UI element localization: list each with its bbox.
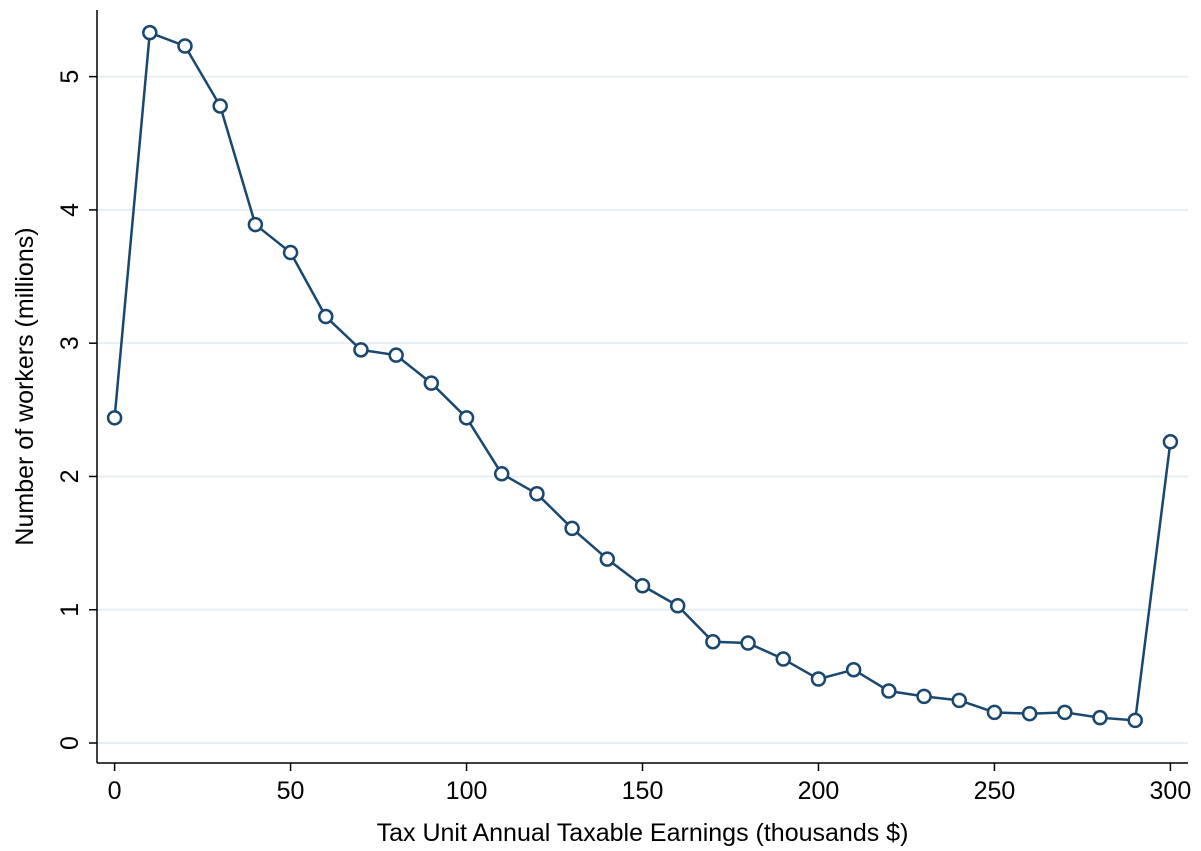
- data-point-marker: [106, 410, 123, 426]
- data-point-marker: [634, 577, 651, 594]
- data-point-marker: [529, 486, 545, 502]
- data-point-marker: [1092, 709, 1108, 726]
- x-tick-label: 200: [798, 777, 840, 805]
- data-point-marker: [353, 342, 369, 358]
- data-point-marker: [212, 98, 228, 114]
- data-point-marker: [388, 347, 404, 363]
- data-point-marker: [1127, 712, 1143, 729]
- y-tick-label: 5: [56, 70, 84, 84]
- y-tick-label: 1: [56, 603, 84, 617]
- x-tick-label: 300: [1150, 777, 1192, 805]
- data-point-marker: [247, 216, 264, 233]
- data-point-marker: [423, 375, 440, 391]
- gridlines: [97, 75, 1188, 745]
- data-point-marker: [881, 683, 897, 699]
- data-point-marker: [1162, 434, 1179, 450]
- data-point-marker: [705, 633, 721, 650]
- series: [106, 24, 1179, 729]
- data-point-marker: [564, 520, 580, 537]
- data-point-marker: [669, 597, 686, 614]
- data-point-marker: [599, 551, 616, 567]
- data-point-marker: [142, 24, 158, 41]
- data-point-marker: [177, 38, 193, 54]
- x-tick-label: 50: [277, 777, 305, 805]
- data-point-marker: [775, 651, 792, 667]
- series-line: [113, 31, 1172, 722]
- data-point-marker: [845, 661, 862, 678]
- data-point-marker: [916, 688, 932, 705]
- x-tick-label: 250: [974, 777, 1016, 805]
- data-point-marker: [1057, 704, 1073, 721]
- data-point-marker: [810, 671, 827, 687]
- y-tick-label: 0: [56, 736, 84, 750]
- y-tick-label: 2: [56, 470, 84, 484]
- data-point-marker: [282, 244, 299, 261]
- data-point-marker: [951, 692, 967, 709]
- data-point-marker: [986, 704, 1003, 721]
- data-point-marker: [458, 410, 475, 426]
- x-axis-title: Tax Unit Annual Taxable Earnings (thousa…: [377, 819, 909, 847]
- data-point-marker: [318, 308, 334, 325]
- x-tick-label: 150: [622, 777, 664, 805]
- data-point-marker: [1021, 705, 1038, 722]
- x-tick-label: 0: [108, 777, 122, 805]
- data-point-marker: [740, 635, 756, 651]
- data-point-marker: [493, 466, 510, 482]
- x-tick-label: 100: [446, 777, 488, 805]
- y-axis-title: Number of workers (millions): [11, 227, 39, 545]
- y-tick-label: 3: [56, 336, 84, 350]
- y-tick-label: 4: [56, 203, 84, 217]
